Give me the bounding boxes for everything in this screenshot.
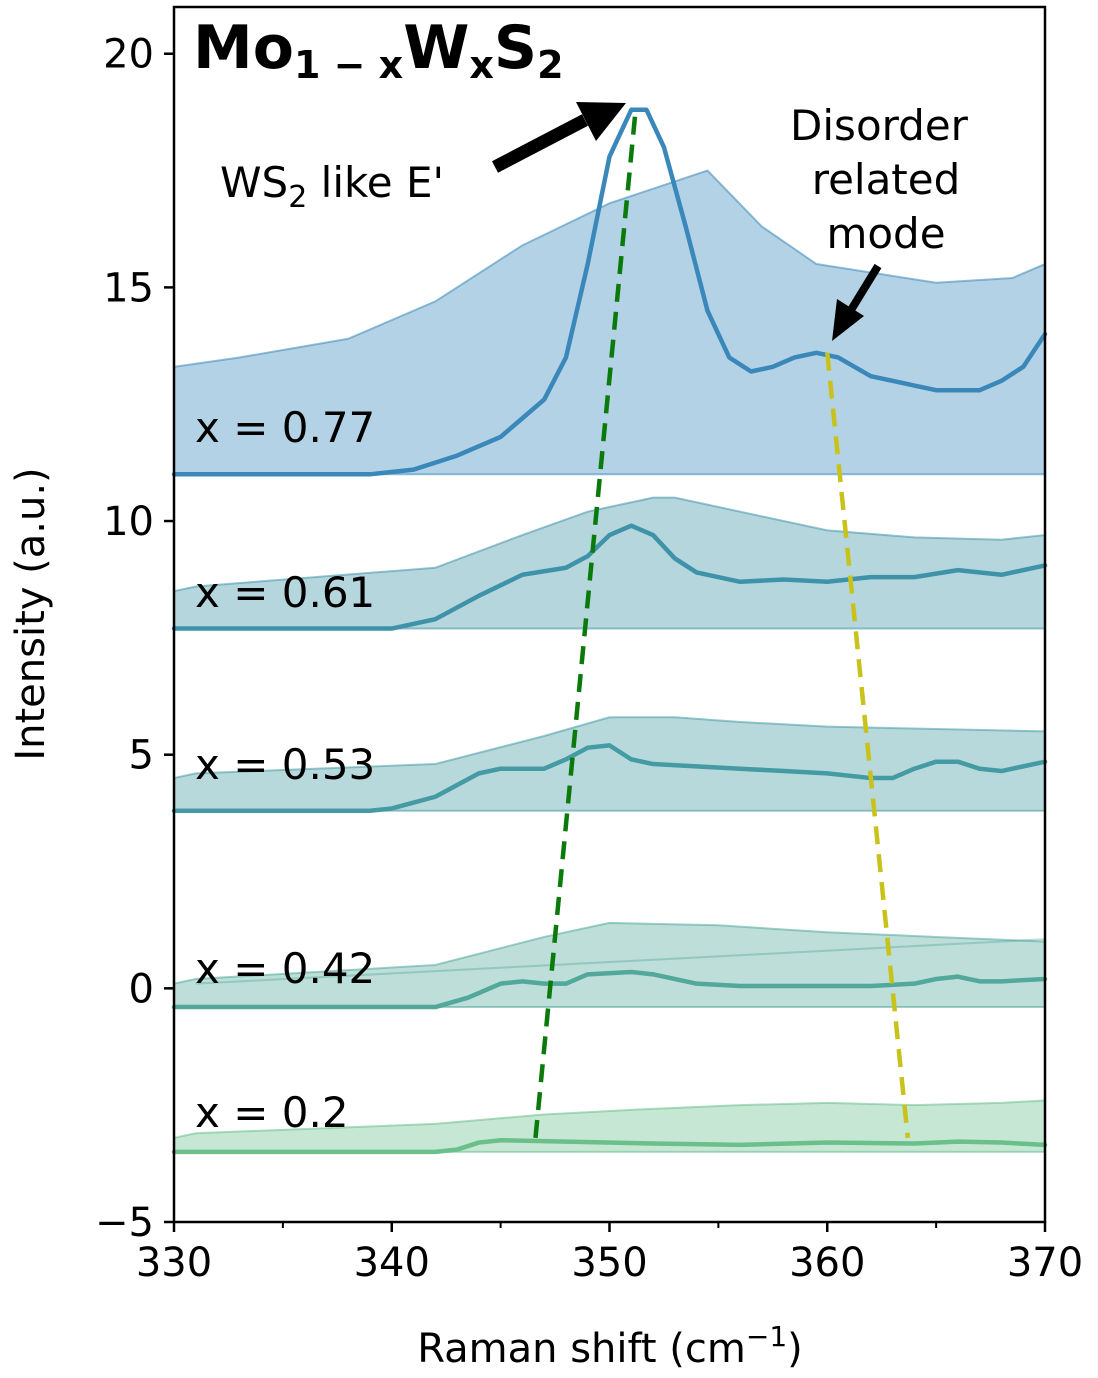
WS2-like-E-prime-trend xyxy=(533,109,638,1139)
series-line-4 xyxy=(171,107,1048,477)
y-tick-label: −5 xyxy=(95,1200,154,1246)
series-line-0 xyxy=(171,1137,1048,1155)
series-label-0: x = 0.2 xyxy=(195,1088,349,1137)
series-labels: x = 0.2 x = 0.42 x = 0.53 x = 0.61 x = 0.77 xyxy=(195,403,375,1137)
disorder-arrow-icon xyxy=(832,263,882,341)
ws2-arrow-icon xyxy=(491,102,626,173)
y-axis-label: Intensity (a.u.) xyxy=(8,467,54,760)
x-tick-label: 360 xyxy=(789,1240,865,1286)
chart-title: Mo1 − xWxS2 xyxy=(193,13,564,87)
y-tick-label: 15 xyxy=(103,265,154,311)
x-axis-label: Raman shift (cm−1) xyxy=(417,1320,803,1372)
envelope-4 xyxy=(173,169,1046,476)
x-tick-label: 370 xyxy=(1007,1240,1083,1286)
y-tick-label: 5 xyxy=(129,733,154,779)
disorder-label-line3: mode xyxy=(826,209,945,258)
series-line-3 xyxy=(171,523,1048,631)
series-line-1 xyxy=(171,969,1048,1010)
y-tick-label: 10 xyxy=(103,499,154,545)
trend-guides xyxy=(533,109,911,1139)
envelope-3 xyxy=(173,496,1046,630)
y-tick-label: 0 xyxy=(129,966,154,1012)
disorder-mode-trend xyxy=(825,352,911,1139)
x-tick-label: 330 xyxy=(136,1240,212,1286)
series-label-2: x = 0.53 xyxy=(195,740,375,789)
ws2-like-e-prime-label: WS2 like E' xyxy=(220,158,444,215)
series-label-4: x = 0.77 xyxy=(195,403,375,452)
x-tick-label: 340 xyxy=(354,1240,430,1286)
axis-ticks: 330 340 350 360 370 −5 0 5 10 15 20 xyxy=(95,32,1083,1286)
y-tick-label: 20 xyxy=(103,32,154,78)
envelope-extra-1 xyxy=(195,938,1046,985)
series-label-1: x = 0.42 xyxy=(195,944,375,993)
series-label-3: x = 0.61 xyxy=(195,568,375,617)
series-envelopes xyxy=(173,169,1046,1153)
disorder-label-line2: related xyxy=(812,155,961,204)
series-line-2 xyxy=(171,743,1048,814)
x-tick-label: 350 xyxy=(571,1240,647,1286)
series-lines xyxy=(171,107,1048,1155)
disorder-label-line1: Disorder xyxy=(790,101,969,150)
